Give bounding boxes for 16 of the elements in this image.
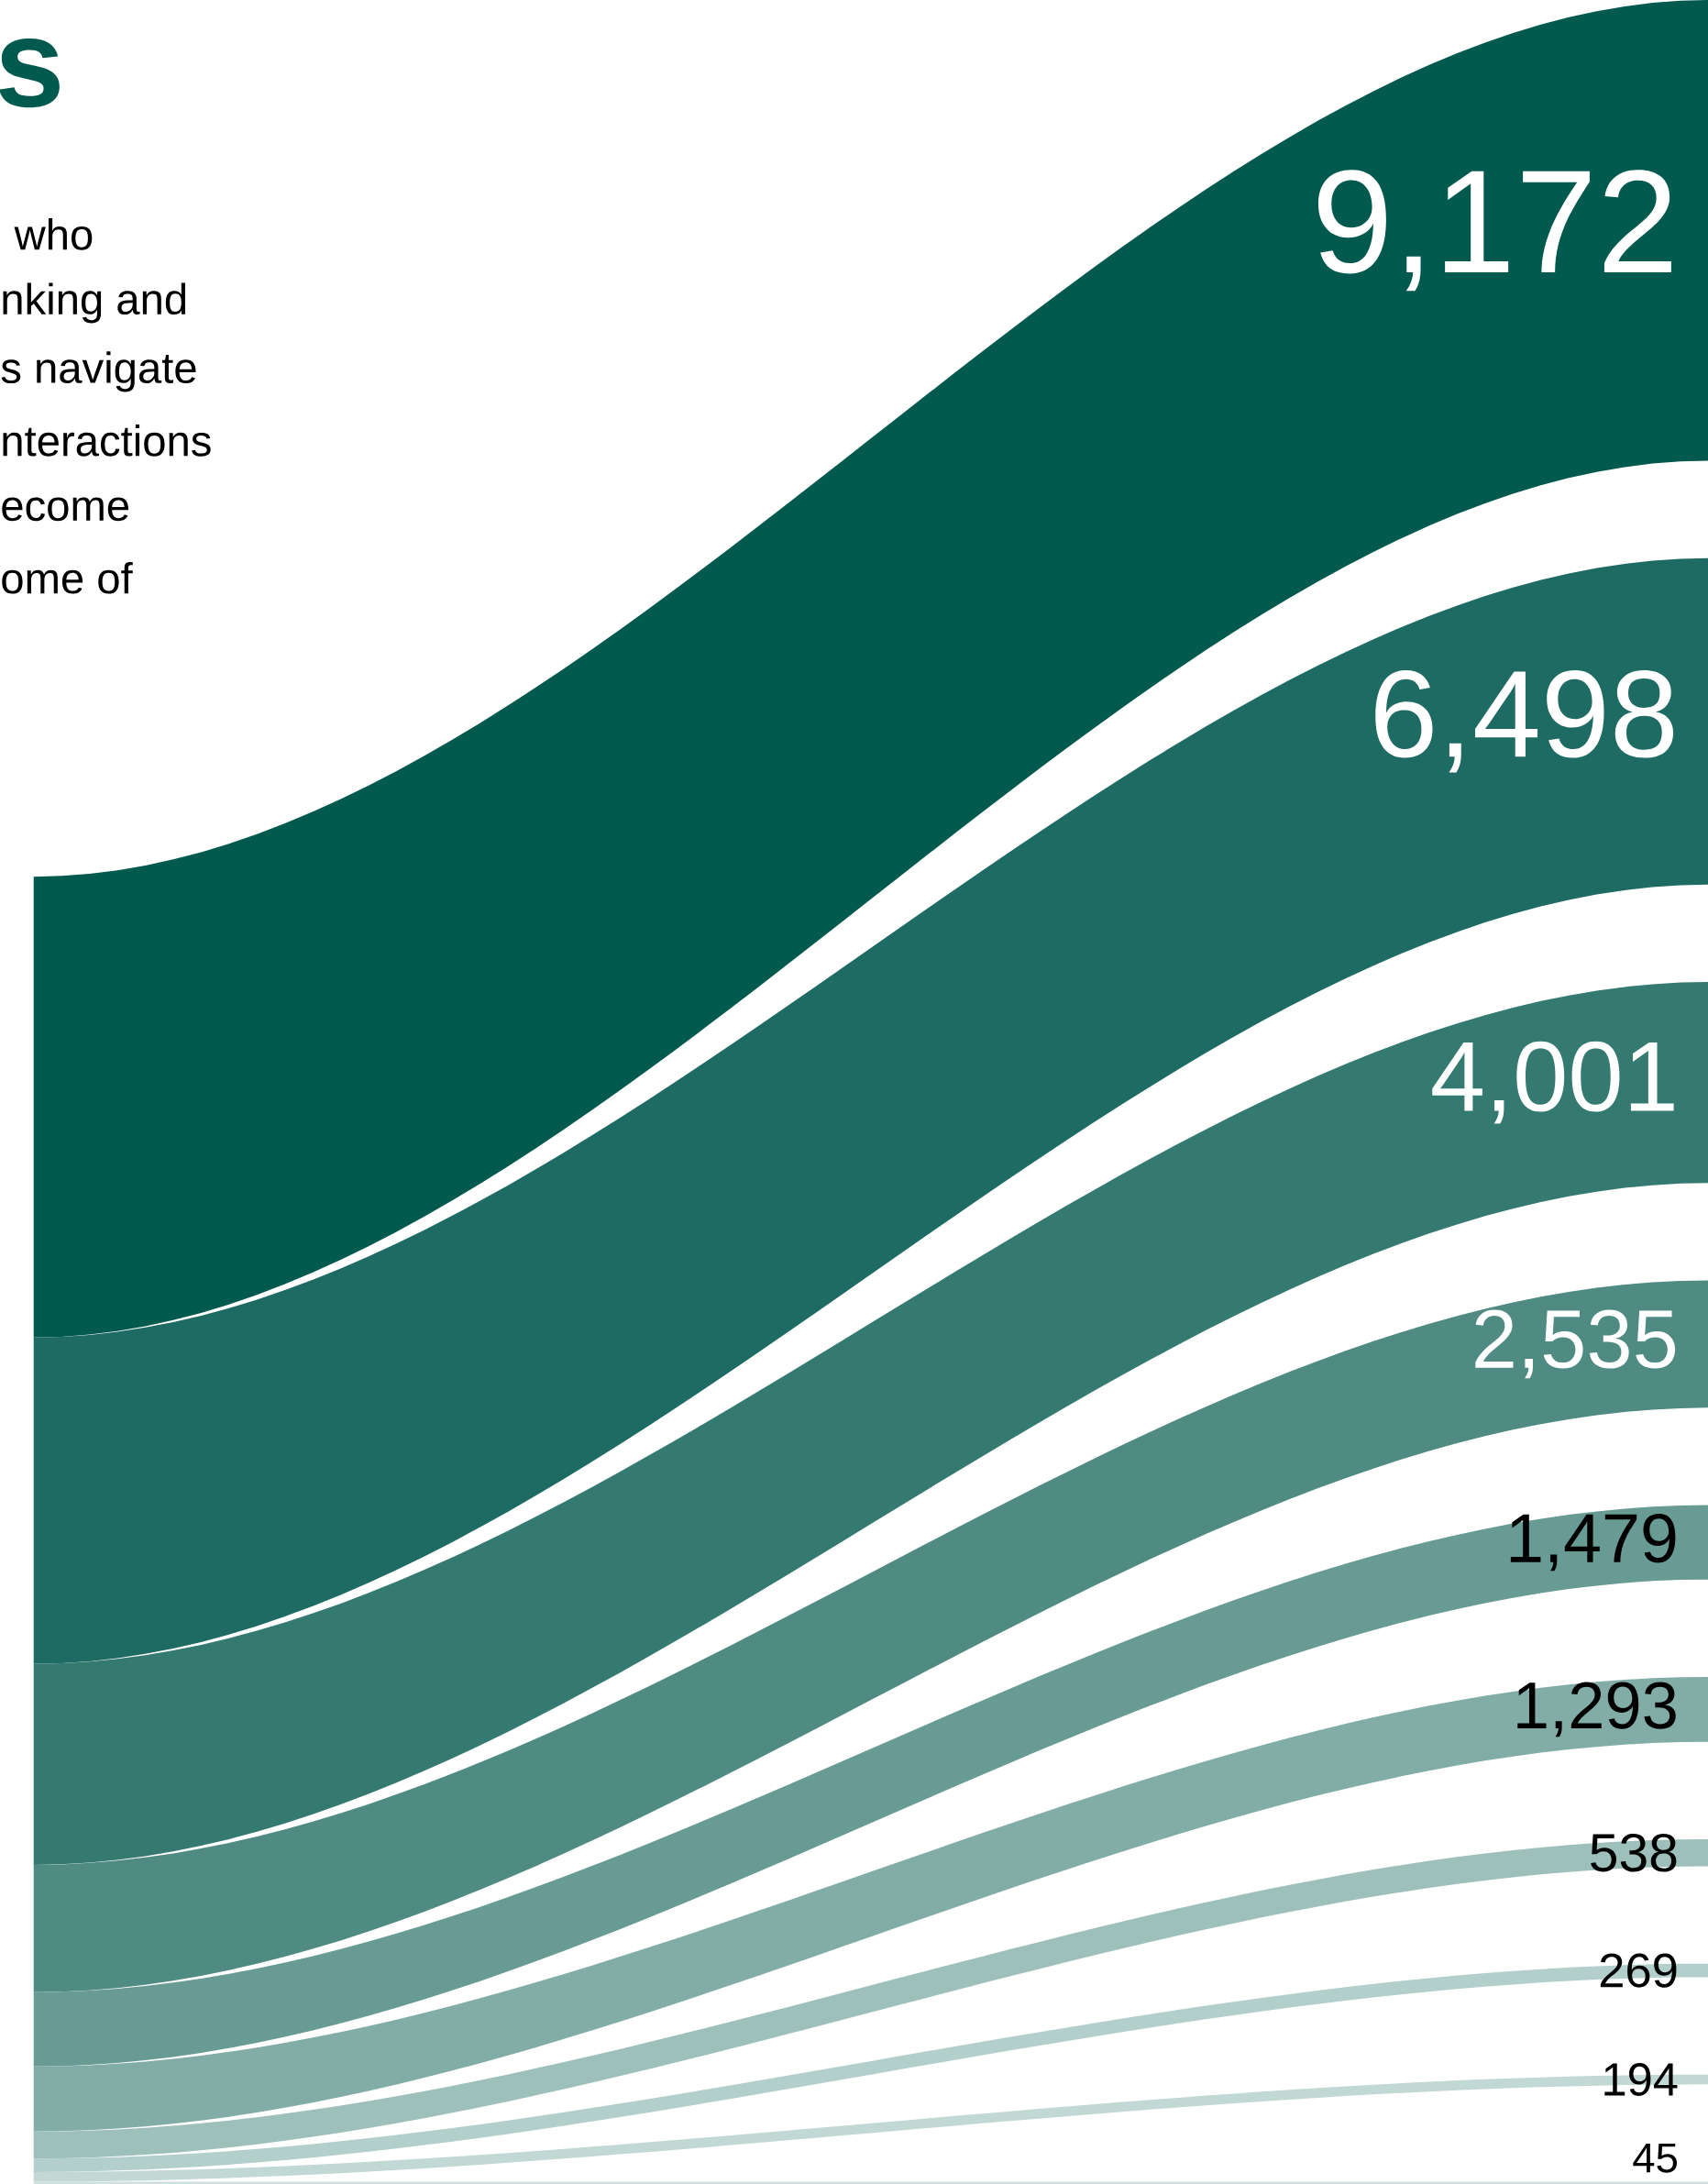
- data-label: 194: [1604, 2063, 1678, 2096]
- data-label: 9,172: [1317, 170, 1671, 292]
- data-label: 4,001: [1432, 1041, 1674, 1124]
- text: ecome: [2, 497, 128, 522]
- text: nteractions: [3, 425, 211, 457]
- text: s navigate: [1, 351, 196, 392]
- data-label: 2,535: [1475, 1309, 1675, 1379]
- data-label: 269: [1600, 1953, 1677, 1988]
- text: ome of: [2, 561, 133, 594]
- text: who: [14, 218, 93, 250]
- data-label: 6,498: [1375, 670, 1673, 773]
- data-label: 45: [1633, 2143, 1677, 2173]
- text: nking and: [3, 282, 185, 324]
- data-label: 1,479: [1510, 1513, 1676, 1572]
- data-label: 538: [1590, 1833, 1677, 1872]
- data-label: 1,293: [1517, 1682, 1676, 1737]
